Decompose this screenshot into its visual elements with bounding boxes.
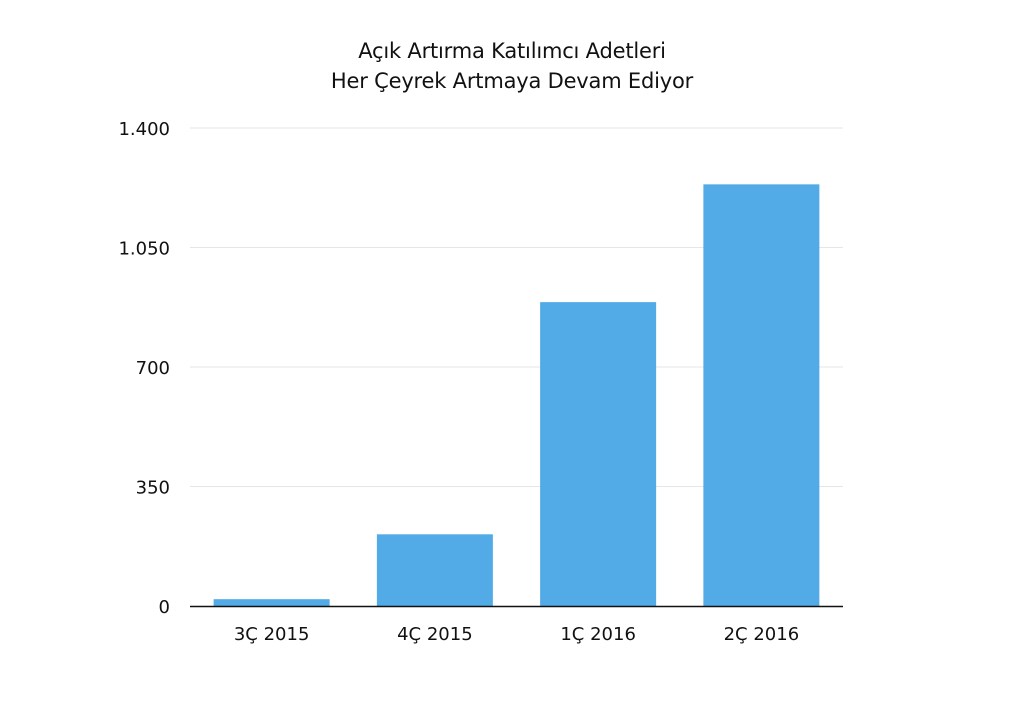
- chart-title: Açık Artırma Katılımcı Adetleri: [358, 39, 666, 63]
- bar: [540, 302, 657, 606]
- x-tick-label: 2Ç 2016: [724, 624, 800, 645]
- bar: [703, 184, 820, 607]
- y-tick-label: 1.050: [118, 239, 170, 260]
- chart-subtitle: Her Çeyrek Artmaya Devam Ediyor: [330, 69, 694, 93]
- bar: [376, 534, 493, 606]
- x-tick-label: 3Ç 2015: [234, 624, 310, 645]
- y-axis-ticks: 0 350 700 1.050 1.400: [118, 119, 170, 618]
- bars: [213, 184, 820, 607]
- bar: [213, 599, 330, 606]
- y-tick-label: 0: [159, 597, 170, 618]
- y-tick-label: 1.400: [118, 119, 170, 140]
- y-tick-label: 350: [136, 478, 170, 499]
- chart-title-block: Açık Artırma Katılımcı Adetleri Her Çeyr…: [0, 36, 1024, 96]
- x-axis-ticks: 3Ç 2015 4Ç 2015 1Ç 2016 2Ç 2016: [234, 624, 799, 645]
- x-tick-label: 1Ç 2016: [560, 624, 636, 645]
- x-tick-label: 4Ç 2015: [397, 624, 473, 645]
- y-tick-label: 700: [136, 358, 170, 379]
